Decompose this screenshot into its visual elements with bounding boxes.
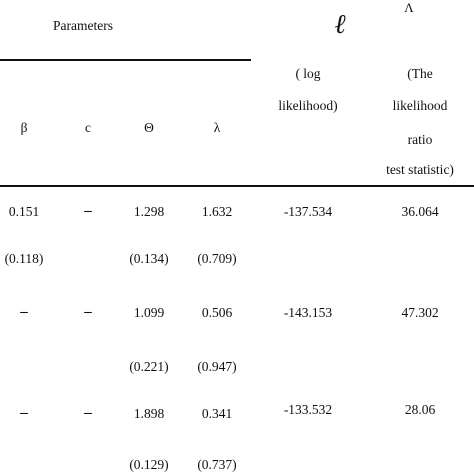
row2-theta: 1.099 <box>133 305 165 320</box>
row3-loglik: -133.532 <box>283 402 333 417</box>
lr-desc-line2: likelihood <box>392 98 448 113</box>
row2-lambda: 0.506 <box>201 305 233 320</box>
row1-lr: 36.064 <box>401 204 439 219</box>
row1-theta: 1.298 <box>133 204 165 219</box>
row3-lambda: 0.341 <box>201 406 233 421</box>
row1-lambda-se: (0.709) <box>197 251 237 266</box>
loglik-symbol: ℓ <box>334 9 346 39</box>
row3-theta: 1.898 <box>133 406 165 421</box>
row1-beta: 0.151 <box>8 204 40 219</box>
column-header-lambda: λ <box>213 120 221 135</box>
column-header-beta: β <box>20 120 28 135</box>
row3-lambda-se: (0.737) <box>197 457 237 472</box>
row1-theta-se: (0.134) <box>129 251 169 266</box>
row2-beta: – <box>20 304 28 320</box>
row1-lambda: 1.632 <box>201 204 233 219</box>
column-header-theta: Θ <box>144 120 154 135</box>
row1-loglik: -137.534 <box>283 204 333 219</box>
row2-theta-se: (0.221) <box>129 359 169 374</box>
parameters-underline <box>0 59 251 61</box>
row1-beta-se: (0.118) <box>4 251 44 266</box>
row3-beta: – <box>20 405 28 421</box>
row3-c: – <box>84 405 92 421</box>
lr-symbol: Λ <box>404 0 414 15</box>
lr-desc-line3: ratio <box>407 132 433 147</box>
header-bottom-rule <box>0 185 474 187</box>
row2-lambda-se: (0.947) <box>197 359 237 374</box>
row3-lr: 28.06 <box>404 402 436 417</box>
loglik-desc-line1: ( log <box>295 66 321 81</box>
row2-c: – <box>84 304 92 320</box>
lr-desc-line4: test statistic) <box>386 162 454 177</box>
row1-c: – <box>84 203 92 219</box>
row2-lr: 47.302 <box>401 305 439 320</box>
parameters-header: Parameters <box>53 18 113 33</box>
loglik-desc-line2: likelihood) <box>278 98 338 113</box>
row3-theta-se: (0.129) <box>129 457 169 472</box>
column-header-c: c <box>85 120 91 135</box>
lr-desc-line1: (The <box>407 66 433 81</box>
row2-loglik: -143.153 <box>283 305 333 320</box>
